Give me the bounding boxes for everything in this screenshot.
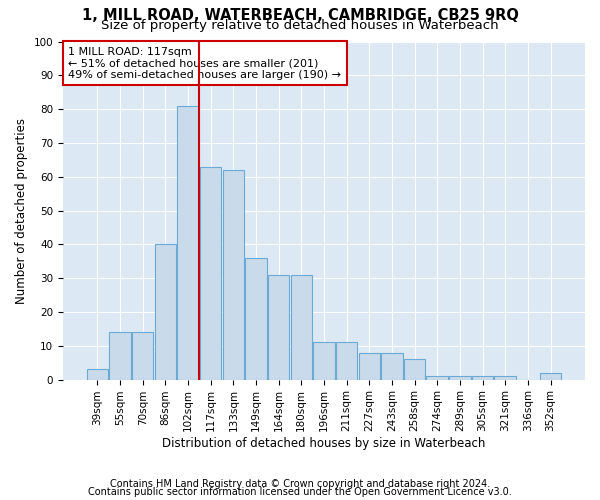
Bar: [245, 258, 267, 380]
Bar: [86, 370, 108, 380]
Bar: [449, 376, 470, 380]
Bar: [132, 332, 154, 380]
Text: Size of property relative to detached houses in Waterbeach: Size of property relative to detached ho…: [101, 18, 499, 32]
Bar: [200, 166, 221, 380]
Bar: [268, 275, 289, 380]
X-axis label: Distribution of detached houses by size in Waterbeach: Distribution of detached houses by size …: [162, 437, 485, 450]
Bar: [290, 275, 312, 380]
Bar: [381, 352, 403, 380]
Bar: [494, 376, 516, 380]
Bar: [313, 342, 335, 380]
Bar: [359, 352, 380, 380]
Bar: [472, 376, 493, 380]
Bar: [223, 170, 244, 380]
Bar: [177, 106, 199, 380]
Bar: [109, 332, 131, 380]
Bar: [540, 373, 561, 380]
Text: Contains public sector information licensed under the Open Government Licence v3: Contains public sector information licen…: [88, 487, 512, 497]
Bar: [336, 342, 358, 380]
Text: 1 MILL ROAD: 117sqm
← 51% of detached houses are smaller (201)
49% of semi-detac: 1 MILL ROAD: 117sqm ← 51% of detached ho…: [68, 46, 341, 80]
Text: Contains HM Land Registry data © Crown copyright and database right 2024.: Contains HM Land Registry data © Crown c…: [110, 479, 490, 489]
Y-axis label: Number of detached properties: Number of detached properties: [15, 118, 28, 304]
Text: 1, MILL ROAD, WATERBEACH, CAMBRIDGE, CB25 9RQ: 1, MILL ROAD, WATERBEACH, CAMBRIDGE, CB2…: [82, 8, 518, 22]
Bar: [427, 376, 448, 380]
Bar: [404, 360, 425, 380]
Bar: [155, 244, 176, 380]
